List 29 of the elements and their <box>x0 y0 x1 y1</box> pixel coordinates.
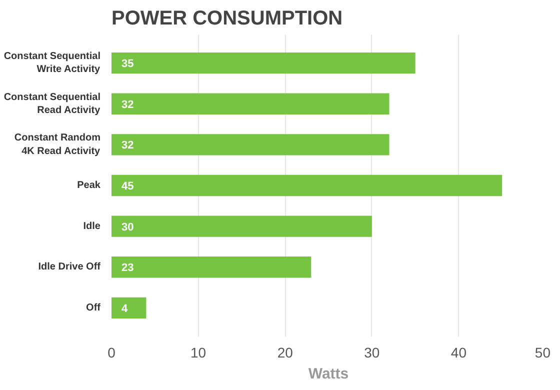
x-tick-label: 20 <box>277 344 294 360</box>
data-label: 45 <box>122 180 134 192</box>
data-label: 30 <box>122 221 134 234</box>
y-tick-label: Constant Sequential Write Activity <box>4 50 101 76</box>
chart-title: POWER CONSUMPTION <box>112 8 343 30</box>
data-label: 32 <box>122 140 134 152</box>
y-tick-label: Idle <box>83 220 101 232</box>
data-label: 23 <box>122 262 134 274</box>
x-tick-label: 0 <box>108 344 116 360</box>
bar <box>112 93 390 114</box>
bar <box>112 216 372 237</box>
data-label: 35 <box>122 58 134 70</box>
x-tick-label: 10 <box>190 344 206 360</box>
y-tick-label: Constant Random 4K Read Activity <box>14 132 101 157</box>
bar <box>112 174 502 196</box>
bar <box>112 256 312 278</box>
x-tick-label: 50 <box>534 344 551 360</box>
y-tick-label: Peak <box>77 180 101 191</box>
x-tick-label: 40 <box>450 344 467 360</box>
data-label: 32 <box>122 98 134 111</box>
bar <box>112 52 416 74</box>
x-tick-label: 30 <box>364 344 380 360</box>
data-label: 4 <box>122 302 128 315</box>
y-tick-label: Constant Sequential Read Activity <box>4 92 101 116</box>
y-tick-label: Off <box>86 302 102 314</box>
bar <box>112 134 390 156</box>
y-tick-label: Idle Drive Off <box>38 262 102 273</box>
x-axis-title: Watts <box>308 366 349 382</box>
bar <box>112 297 146 319</box>
